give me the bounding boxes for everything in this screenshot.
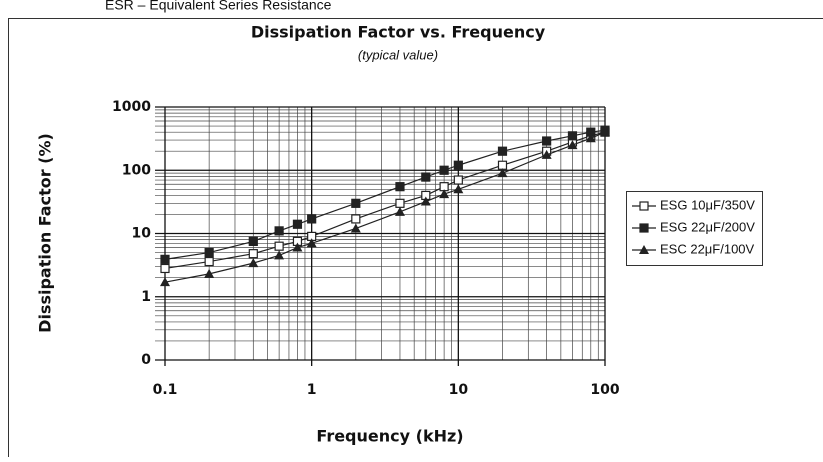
- point: [396, 199, 404, 207]
- point: [205, 249, 213, 257]
- y-tick-label: 0: [141, 352, 151, 368]
- point: [249, 250, 257, 258]
- series-line: [165, 132, 605, 282]
- point: [454, 161, 462, 169]
- x-tick-label: 10: [449, 382, 469, 398]
- point: [249, 237, 257, 245]
- chart-title: Dissipation Factor vs. Frequency: [251, 23, 546, 42]
- y-tick-label: 1000: [112, 99, 151, 115]
- legend-label: ESG 22μF/200V: [660, 219, 755, 234]
- point: [440, 166, 448, 174]
- y-tick-label: 1: [141, 289, 151, 305]
- point: [351, 223, 361, 232]
- point: [161, 255, 169, 263]
- point: [352, 215, 360, 223]
- series-line: [165, 132, 605, 268]
- x-tick-label: 0.1: [153, 382, 178, 398]
- point: [422, 173, 430, 181]
- x-tick-label: 1: [307, 382, 317, 398]
- point: [274, 250, 284, 259]
- y-tick-label: 100: [122, 162, 151, 178]
- point: [308, 215, 316, 223]
- point: [275, 242, 283, 250]
- point: [161, 264, 169, 272]
- point: [454, 176, 462, 184]
- legend-marker: [640, 202, 648, 210]
- point: [275, 227, 283, 235]
- page-header: ESR – Equivalent Series Resistance: [105, 0, 332, 13]
- point: [293, 220, 301, 228]
- point: [396, 183, 404, 191]
- legend-label: ESG 10μF/350V: [660, 197, 755, 212]
- point: [498, 147, 506, 155]
- x-tick-label: 100: [590, 382, 619, 398]
- point: [568, 132, 576, 140]
- legend-marker: [640, 224, 648, 232]
- point: [453, 184, 463, 193]
- point: [543, 137, 551, 145]
- x-axis-label: Frequency (kHz): [316, 427, 463, 446]
- y-tick-label: 10: [132, 226, 152, 242]
- point: [498, 161, 506, 169]
- series-line: [165, 130, 605, 259]
- chart-subtitle: (typical value): [358, 47, 438, 62]
- point: [395, 207, 405, 216]
- y-axis-label: Dissipation Factor (%): [36, 133, 55, 333]
- legend-label: ESC 22μF/100V: [660, 241, 755, 256]
- point: [205, 258, 213, 266]
- point: [352, 199, 360, 207]
